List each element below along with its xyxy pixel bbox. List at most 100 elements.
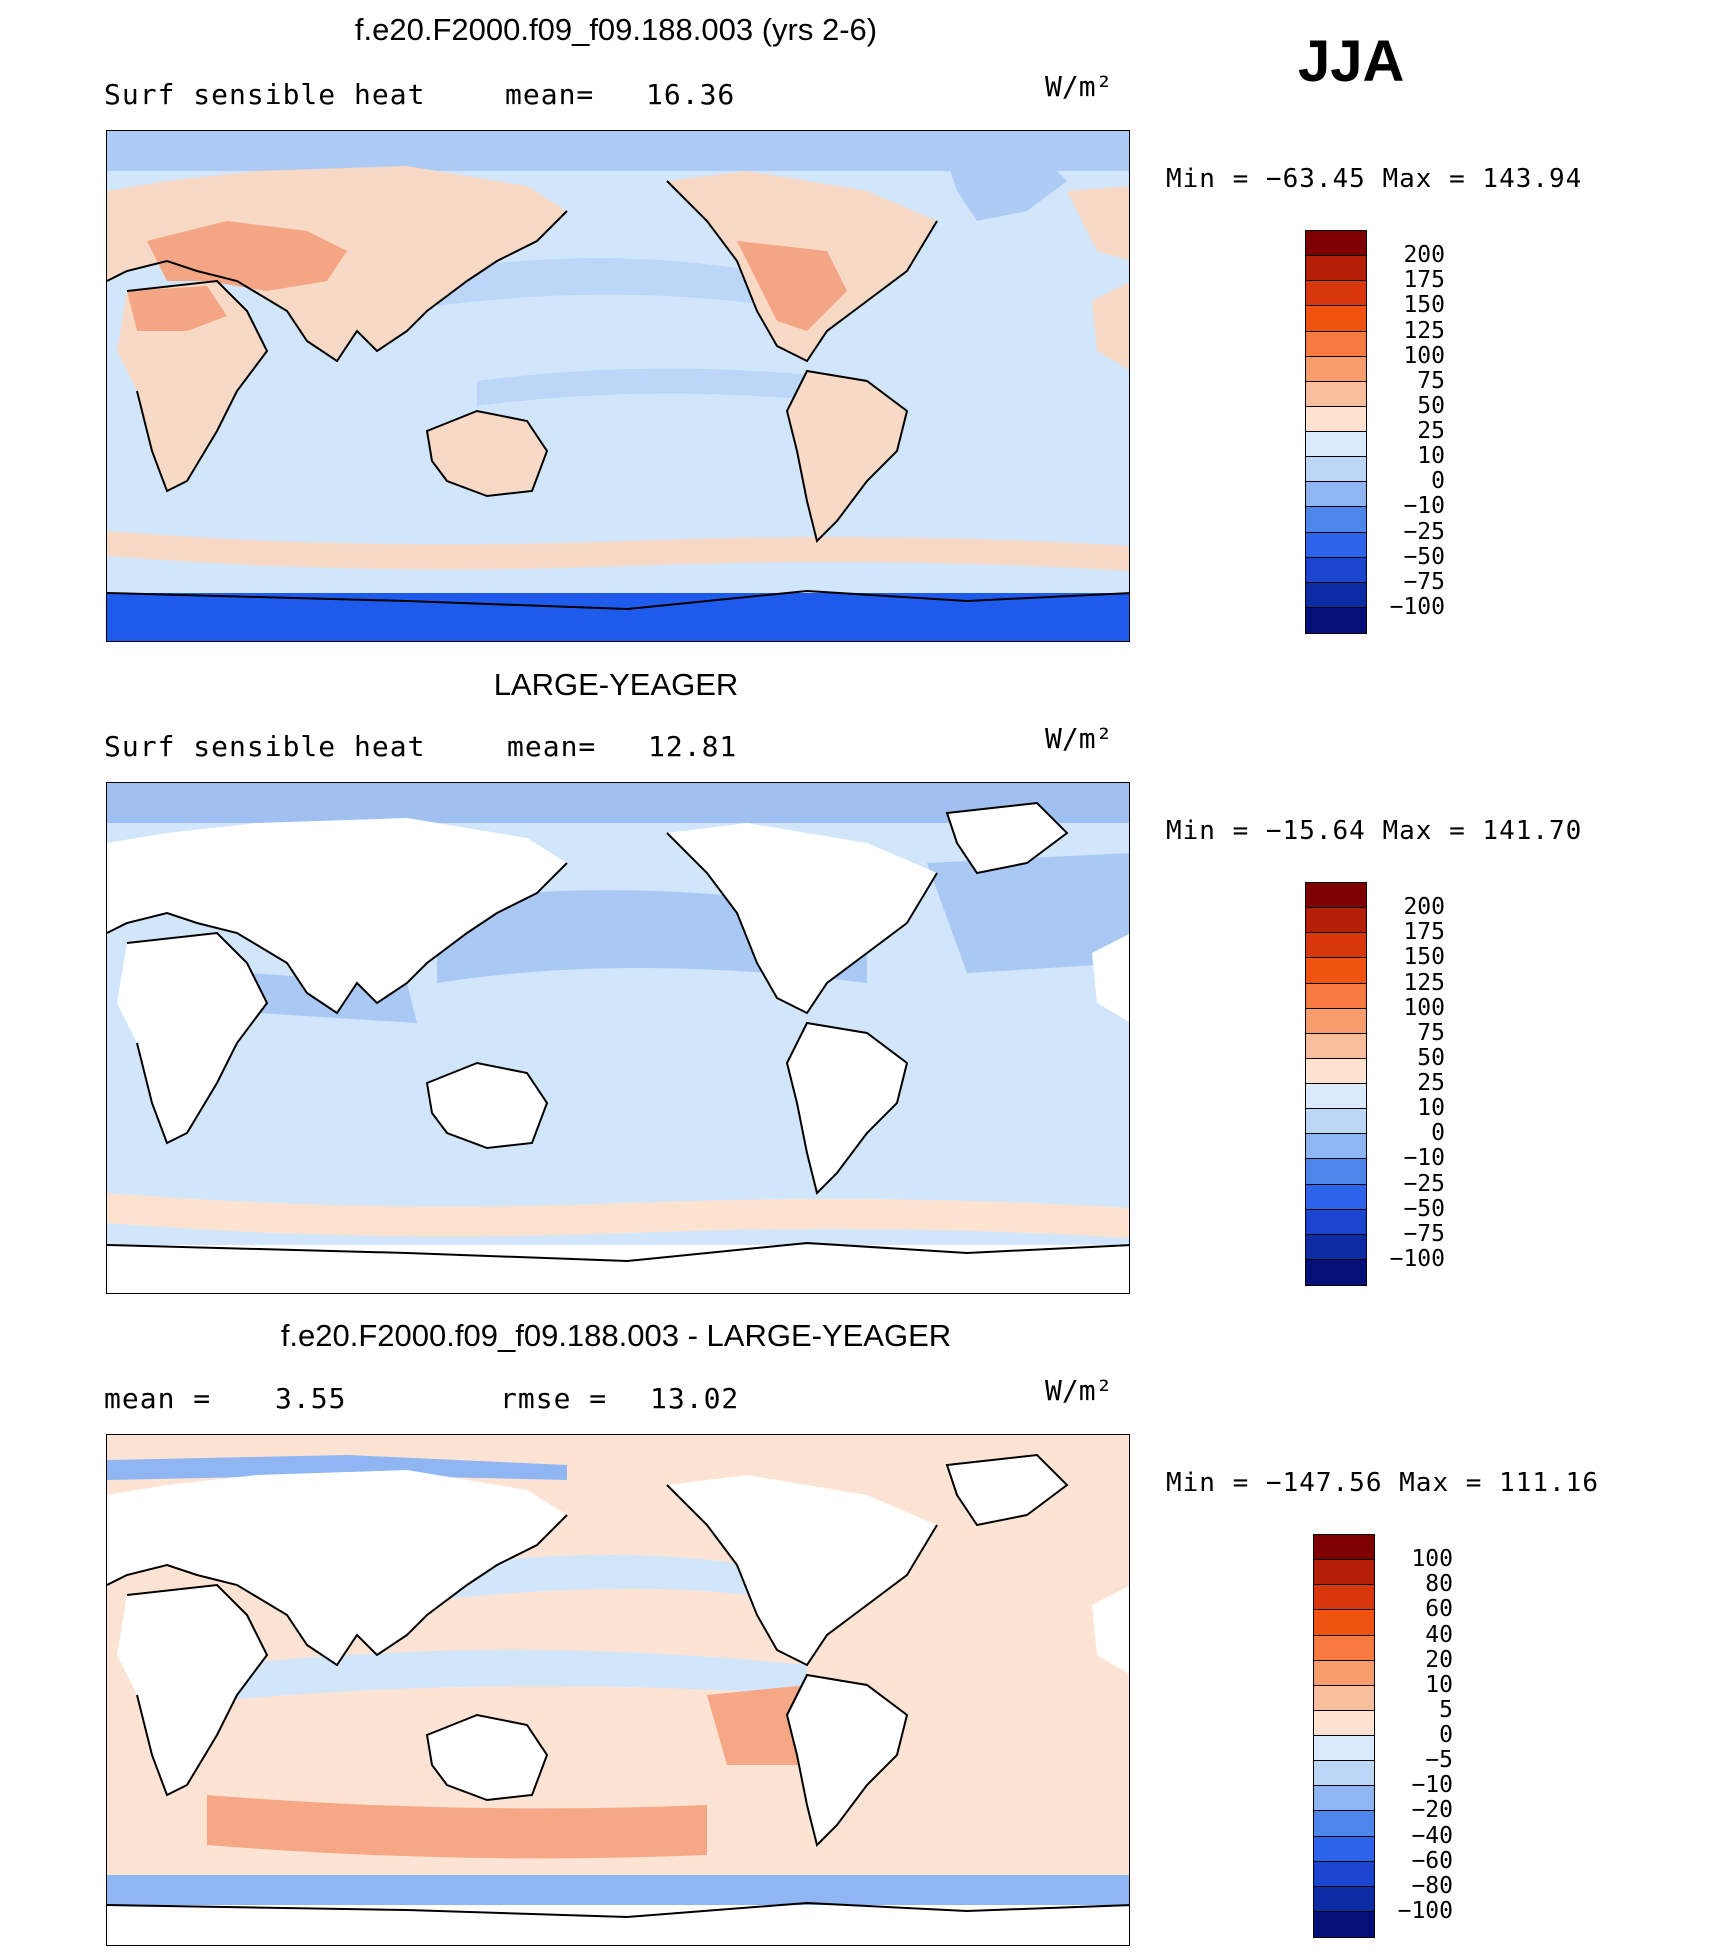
panel-2-min-max: Min = −15.64 Max = 141.70	[1166, 816, 1583, 846]
colorbar-tick-label: −25	[1403, 518, 1445, 545]
continent-australia	[427, 1715, 547, 1800]
continent-eurasia	[107, 1470, 567, 1665]
continent-north-america	[667, 1475, 937, 1665]
colorbar-tick-label: 75	[1417, 367, 1445, 394]
colorbar-tick-label: −20	[1411, 1797, 1453, 1824]
colorbar-swatch	[1306, 432, 1366, 458]
colorbar-tick-label: 5	[1439, 1696, 1453, 1723]
colorbar-swatch	[1306, 607, 1366, 633]
colorbar-swatch	[1306, 1234, 1366, 1260]
colorbar-tick-label: −10	[1403, 493, 1445, 520]
continent-australia	[427, 411, 547, 496]
panel-2-colorbar-ticks: 200 175 150 125 100 75 50 25 10 0 −10 −25 −50 −75 −100	[1355, 882, 1445, 1286]
colorbar-tick-label: 175	[1403, 919, 1445, 946]
colorbar-tick-label: −50	[1403, 543, 1445, 570]
colorbar-tick-label: 50	[1417, 1044, 1445, 1071]
panel-3-rmse-label: rmse =	[500, 1382, 608, 1415]
continent-africa	[117, 281, 267, 491]
colorbar-tick-label: −5	[1425, 1747, 1453, 1774]
colorbar-tick-label: 25	[1417, 1070, 1445, 1096]
colorbar-swatch	[1306, 482, 1366, 508]
colorbar-swatch	[1306, 1058, 1366, 1084]
colorbar-swatch	[1314, 1610, 1374, 1636]
colorbar-swatch	[1306, 507, 1366, 533]
colorbar-swatch	[1314, 1710, 1374, 1736]
ocean-band-north-atlantic	[927, 853, 1129, 973]
colorbar-tick-label: −60	[1411, 1847, 1453, 1874]
colorbar-swatch	[1306, 1109, 1366, 1135]
colorbar-swatch	[1314, 1736, 1374, 1762]
colorbar-swatch	[1306, 331, 1366, 357]
colorbar-swatch	[1306, 1159, 1366, 1185]
colorbar-swatch	[1306, 983, 1366, 1009]
colorbar-tick-label: 0	[1431, 1120, 1445, 1147]
continent-west-africa-edge	[1092, 282, 1129, 370]
ocean-band-north-pacific	[437, 258, 807, 311]
panel-1-min-max: Min = −63.45 Max = 143.94	[1166, 164, 1583, 194]
panel-2-field-label: Surf sensible heat	[104, 730, 426, 763]
colorbar-tick-label: −75	[1403, 1220, 1445, 1247]
ocean-band-peru-warm	[707, 1685, 807, 1765]
panel-1-colorbar	[1305, 230, 1367, 634]
colorbar-tick-label: 60	[1425, 1596, 1453, 1623]
continent-africa-hotspot	[127, 286, 227, 331]
continent-eurasia-hotspot	[147, 221, 347, 291]
ocean-band-tropical-cool	[227, 1650, 807, 1700]
colorbar-tick-label: 75	[1417, 1019, 1445, 1046]
panel-1-mean-label: mean=	[505, 78, 595, 111]
colorbar-swatch	[1306, 933, 1366, 959]
panel-2-title: LARGE-YEAGER	[493, 667, 739, 702]
colorbar-swatch	[1306, 256, 1366, 282]
colorbar-swatch	[1306, 1134, 1366, 1160]
colorbar-tick-label: 200	[1403, 242, 1445, 269]
continent-west-africa-edge	[1092, 1586, 1129, 1674]
colorbar-tick-label: 150	[1403, 292, 1445, 319]
arctic-cool-band	[107, 1455, 567, 1480]
colorbar-swatch	[1314, 1861, 1374, 1887]
coastlines	[107, 801, 1129, 1263]
colorbar-swatch	[1306, 406, 1366, 432]
coastlines	[107, 180, 1129, 611]
colorbar-swatch	[1306, 908, 1366, 934]
colorbar-swatch	[1306, 958, 1366, 984]
colorbar-swatch	[1306, 381, 1366, 407]
colorbar-swatch	[1314, 1911, 1374, 1937]
colorbar-tick-label: −40	[1411, 1822, 1453, 1849]
colorbar-tick-label: 0	[1431, 468, 1445, 495]
colorbar-swatch	[1306, 231, 1366, 257]
colorbar-tick-label: 125	[1403, 317, 1445, 344]
colorbar-tick-label: −80	[1411, 1872, 1453, 1899]
continent-west-africa-edge	[1092, 934, 1129, 1022]
continent-south-america	[787, 1675, 907, 1845]
colorbar-tick-label: 40	[1425, 1621, 1453, 1648]
panel-3-rmse-value: 13.02	[650, 1382, 740, 1415]
continent-australia	[427, 1063, 547, 1148]
panel-1-colorbar-ticks: 200 175 150 125 100 75 50 25 10 0 −10 −25 −50 −75 −100	[1355, 230, 1445, 634]
colorbar-tick-label: 50	[1417, 392, 1445, 419]
colorbar-swatch	[1314, 1761, 1374, 1787]
colorbar-tick-label: 175	[1403, 267, 1445, 294]
colorbar-swatch	[1314, 1786, 1374, 1812]
colorbar-swatch	[1306, 1008, 1366, 1034]
ocean-band-southern-warm	[207, 1795, 707, 1859]
colorbar-tick-label: −100	[1389, 1245, 1445, 1272]
colorbar-tick-label: 10	[1417, 443, 1445, 470]
ocean-band-north-pacific-cool	[437, 1555, 747, 1600]
colorbar-swatch	[1314, 1560, 1374, 1586]
colorbar-tick-label: 10	[1417, 1095, 1445, 1122]
colorbar-swatch	[1314, 1811, 1374, 1837]
colorbar-tick-label: −10	[1411, 1772, 1453, 1799]
panel-3-map-svg	[107, 1435, 1129, 1945]
continent-africa	[117, 933, 267, 1143]
continent-south-america	[787, 1023, 907, 1193]
colorbar-tick-label: 0	[1439, 1722, 1453, 1748]
continent-greenland	[947, 151, 1067, 221]
continents	[107, 803, 1129, 1193]
colorbar-tick-label: 100	[1411, 1546, 1453, 1573]
colorbar-tick-label: 10	[1425, 1671, 1453, 1698]
antarctic-cool-band	[107, 1875, 1129, 1905]
colorbar-tick-label: −10	[1403, 1145, 1445, 1172]
colorbar-tick-label: −75	[1403, 568, 1445, 595]
colorbar-swatch	[1306, 532, 1366, 558]
colorbar-tick-label: 80	[1425, 1571, 1453, 1598]
